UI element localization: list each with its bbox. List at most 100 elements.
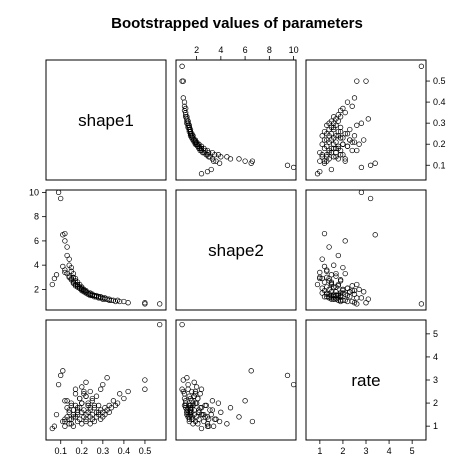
y-tick-label-rate: 1 [433, 421, 438, 431]
point [328, 166, 335, 173]
x-tick-label-shape1: 0.2 [76, 446, 89, 456]
point [64, 398, 70, 404]
point [51, 275, 58, 282]
point [335, 118, 341, 124]
point [85, 400, 91, 406]
point [206, 154, 212, 160]
point [418, 301, 425, 307]
x-tick-label-rate: 5 [410, 446, 415, 456]
point [72, 386, 79, 392]
point [361, 137, 367, 143]
point [227, 405, 234, 411]
point [331, 126, 337, 133]
point [83, 289, 89, 295]
point [191, 137, 197, 143]
point [249, 418, 256, 425]
point [102, 405, 108, 411]
point [181, 391, 188, 397]
point [342, 158, 348, 164]
point [335, 128, 341, 135]
point [333, 284, 339, 290]
y-tick-label-shape1: 0.4 [433, 97, 446, 107]
point [98, 295, 104, 301]
x-tick-label-shape1: 0.1 [54, 446, 67, 456]
y-tick-label-shape2: 8 [34, 212, 39, 222]
x-tick-label-shape1: 0.5 [139, 446, 152, 456]
point [358, 295, 365, 301]
y-tick-label-shape1: 0.2 [433, 139, 446, 149]
point [365, 116, 371, 122]
point [328, 149, 335, 156]
point [203, 402, 209, 409]
point [331, 284, 337, 290]
point [91, 402, 98, 409]
point [324, 284, 330, 290]
point [200, 149, 206, 156]
point [354, 147, 360, 154]
point [184, 375, 190, 381]
point [342, 156, 348, 162]
point [347, 137, 353, 143]
point [344, 99, 351, 105]
point [248, 368, 254, 374]
point [358, 120, 365, 126]
point [319, 133, 325, 139]
point [200, 411, 206, 418]
point [193, 384, 200, 390]
panels: shape1 shape2 rate 2 4 6 8 10 0.1 0.2 0.3 0.4 0.5 1 2 3… [29, 45, 446, 456]
point [206, 416, 212, 422]
point [208, 411, 214, 418]
point [321, 145, 328, 152]
point [321, 160, 328, 166]
point [104, 375, 110, 381]
point [351, 287, 358, 294]
point [227, 156, 234, 162]
point [55, 189, 62, 196]
point [60, 368, 66, 374]
point [347, 126, 353, 133]
point [342, 238, 348, 244]
point [236, 414, 242, 420]
point [81, 388, 87, 395]
y-tick-label-shape2: 10 [29, 187, 39, 197]
point [98, 386, 104, 392]
point [79, 409, 85, 415]
point [218, 154, 224, 160]
point [356, 141, 362, 147]
point [66, 262, 72, 268]
point [344, 131, 351, 137]
point [181, 99, 188, 105]
point [87, 414, 93, 420]
point [66, 407, 72, 413]
x-tick-label-rate: 4 [387, 446, 392, 456]
point [317, 269, 323, 276]
point [49, 281, 55, 288]
point [72, 391, 79, 397]
point [193, 400, 200, 406]
panel-shape1-shape1 [45, 59, 167, 181]
point [284, 372, 291, 379]
diag-label-rate: rate [351, 371, 380, 390]
point [60, 418, 66, 425]
point [328, 280, 335, 286]
point [64, 252, 70, 259]
point [209, 398, 216, 404]
point [74, 284, 81, 290]
point [216, 418, 223, 425]
x-tick-label-shape2: 6 [243, 45, 248, 55]
point [321, 230, 328, 237]
point [70, 280, 77, 286]
point [98, 416, 104, 422]
point [337, 152, 344, 158]
panel-shape2-rate [305, 189, 427, 311]
point [70, 411, 77, 418]
point [290, 381, 297, 388]
point [324, 274, 330, 280]
point [85, 402, 91, 409]
point [193, 141, 200, 147]
point [179, 78, 185, 84]
point [337, 277, 344, 283]
point [79, 384, 85, 390]
point [212, 152, 218, 158]
y-tick-label-rate: 4 [433, 352, 438, 362]
